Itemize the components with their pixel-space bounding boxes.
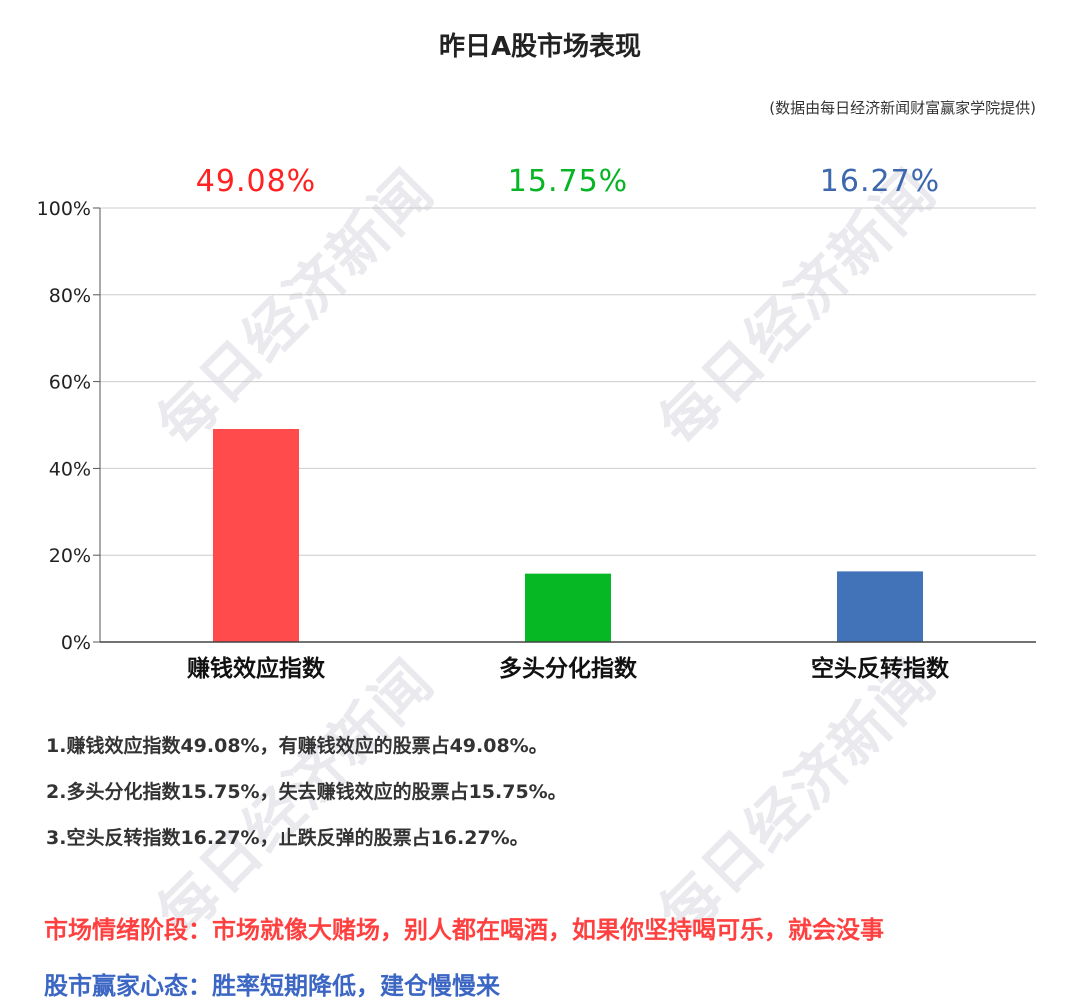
notes-list: 1.赚钱效应指数49.08%，有赚钱效应的股票占49.08%。 2.多头分化指数…: [46, 733, 567, 871]
y-tick-label: 20%: [49, 545, 91, 567]
value-label: 16.27%: [820, 164, 940, 199]
note-item: 2.多头分化指数15.75%，失去赚钱效应的股票占15.75%。: [46, 781, 567, 803]
value-label: 15.75%: [508, 164, 628, 199]
y-tick-label: 40%: [49, 458, 91, 480]
source-note: (数据由每日经济新闻财富赢家学院提供): [769, 99, 1036, 117]
y-tick-label: 60%: [49, 372, 91, 394]
bar: [213, 428, 299, 642]
y-tick-label: 80%: [49, 285, 91, 307]
note-item: 1.赚钱效应指数49.08%，有赚钱效应的股票占49.08%。: [46, 735, 548, 757]
x-tick-label: 空头反转指数: [811, 655, 950, 682]
bar: [837, 571, 923, 642]
page-title: 昨日A股市场表现: [438, 32, 642, 62]
note-item: 3.空头反转指数16.27%，止跌反弹的股票占16.27%。: [46, 827, 529, 849]
y-tick-label: 100%: [37, 198, 91, 220]
y-tick-label: 0%: [61, 632, 91, 654]
market-mood-line: 市场情绪阶段：市场就像大赌场，别人都在喝酒，如果你坚持喝可乐，就会没事: [44, 916, 884, 944]
x-tick-label: 赚钱效应指数: [187, 655, 326, 682]
value-label: 49.08%: [196, 164, 316, 199]
investor-mindset-line: 股市赢家心态：胜率短期降低，建仓慢慢来: [44, 972, 500, 1000]
bar-chart: 0% 20% 40% 60% 80% 100% 49.08% 赚钱效应指数 15.75% 多头分化…: [37, 164, 1036, 682]
x-tick-label: 多头分化指数: [499, 655, 638, 682]
bar: [525, 573, 611, 642]
